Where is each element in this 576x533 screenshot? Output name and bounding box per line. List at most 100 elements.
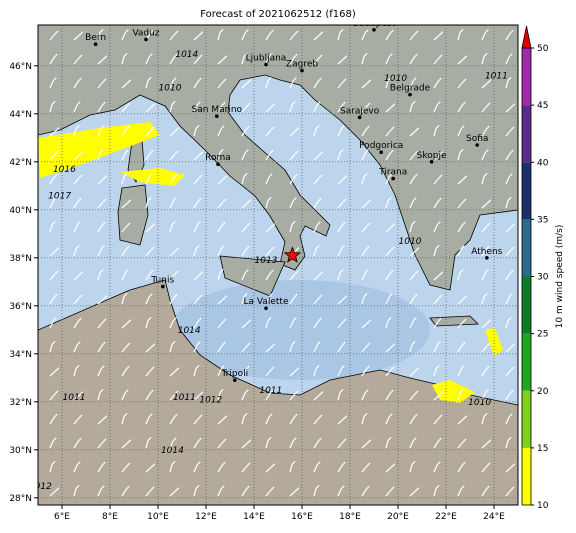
wind-barb	[481, 389, 489, 401]
wind-barb	[481, 485, 490, 497]
isobar-label: 1010	[468, 398, 491, 408]
wind-barb	[433, 437, 442, 449]
wind-barb	[169, 127, 180, 137]
wind-barb	[337, 485, 345, 497]
wind-barb	[265, 343, 276, 353]
wind-barb	[97, 485, 105, 497]
city-dot	[485, 255, 489, 260]
wind-barb	[241, 29, 249, 41]
wind-barb	[265, 269, 274, 281]
wind-barb	[433, 124, 440, 137]
wind-barb	[169, 487, 180, 497]
wind-barb	[361, 102, 371, 113]
wind-barb	[217, 438, 227, 449]
wind-barb	[145, 293, 153, 305]
wind-barbs	[49, 28, 516, 497]
wind-barb	[313, 341, 321, 353]
wind-barb	[361, 365, 370, 377]
wind-barb	[313, 151, 324, 161]
wind-barb	[265, 126, 275, 137]
isobar-label: 1010	[384, 74, 407, 84]
city-dot	[408, 92, 412, 97]
wind-barb	[481, 269, 489, 281]
wind-barb	[217, 28, 224, 41]
wind-barb	[73, 244, 80, 257]
colorbar-tick-label: 45	[537, 101, 548, 111]
wind-barb	[385, 463, 396, 473]
wind-barb	[481, 52, 488, 65]
wind-barb	[73, 101, 81, 113]
wind-barb	[97, 295, 108, 305]
isobar-label: 1014	[161, 446, 184, 456]
wind-barb	[217, 245, 225, 257]
isobar-label: 1017	[48, 191, 71, 201]
wind-barb	[433, 341, 441, 353]
wind-barb	[241, 79, 252, 89]
wind-barb	[265, 436, 272, 449]
wind-barb	[169, 340, 176, 353]
wind-barb	[313, 124, 320, 137]
colorbar-bin	[522, 390, 531, 448]
wind-barb	[457, 78, 467, 89]
wind-barb	[313, 174, 323, 185]
wind-barb	[313, 221, 321, 233]
city-label: Athens	[471, 247, 502, 257]
wind-barb	[385, 293, 393, 305]
wind-barb	[409, 460, 416, 473]
wind-barb	[97, 148, 104, 161]
colorbar-label: 10 m wind speed (m/s)	[555, 225, 565, 329]
city-dot	[264, 306, 268, 311]
wind-barb	[241, 389, 249, 401]
wind-barb	[385, 173, 393, 185]
wind-barb	[361, 269, 369, 281]
wind-barb	[217, 365, 225, 377]
wind-barb	[193, 221, 201, 233]
wind-barb	[265, 389, 274, 401]
isobar-label: 1013	[255, 256, 278, 266]
wind-barb	[193, 341, 201, 353]
wind-barb	[433, 174, 443, 185]
wind-barb	[49, 293, 58, 305]
wind-barb	[145, 173, 153, 185]
colorbar-bin	[522, 162, 531, 220]
wind-barb	[337, 221, 346, 233]
wind-barb	[433, 101, 441, 113]
city-label: Bern	[85, 33, 106, 43]
wind-barb	[49, 270, 59, 281]
wind-barb	[457, 318, 467, 329]
wind-barb	[265, 486, 275, 497]
wind-barb	[97, 101, 106, 113]
y-tick-label: 42°N	[9, 158, 32, 168]
wind-barb	[49, 77, 57, 89]
colorbar-tick-label: 40	[537, 158, 549, 168]
x-tick-label: 8°E	[102, 512, 118, 522]
wind-barb	[337, 438, 347, 449]
wind-barb	[457, 101, 466, 113]
city-label: Tirana	[378, 168, 407, 178]
wind-barb	[361, 342, 371, 353]
wind-barb	[385, 343, 396, 353]
wind-barb	[97, 28, 104, 41]
wind-barb	[265, 246, 275, 257]
city-dot	[357, 115, 362, 120]
wind-barb	[505, 173, 513, 185]
wind-barb	[145, 366, 155, 377]
wind-barb	[265, 29, 274, 41]
wind-barb	[409, 220, 416, 233]
wind-barb	[49, 390, 59, 401]
wind-barb	[361, 199, 372, 209]
wind-barb	[121, 319, 132, 329]
wind-barb	[409, 340, 416, 353]
wind-barb	[289, 220, 296, 233]
colorbar-bin	[522, 48, 531, 106]
wind-barb	[193, 151, 204, 161]
wind-barb	[241, 245, 250, 257]
wind-barb	[457, 438, 467, 449]
wind-barb	[457, 268, 464, 281]
city-label: Sarajevo	[340, 106, 380, 116]
city-label: Tripoli	[220, 369, 248, 379]
y-tick-label: 28°N	[9, 494, 32, 504]
wind-barb	[217, 415, 228, 425]
city-dot	[215, 114, 219, 118]
colorbar-tick-label: 50	[537, 44, 549, 54]
